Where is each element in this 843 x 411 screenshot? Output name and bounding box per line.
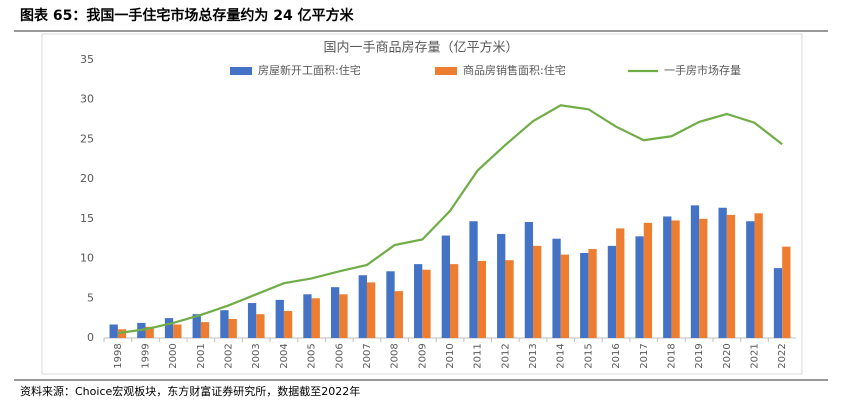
x-tick-label: 2000: [168, 343, 179, 368]
y-tick-label: 5: [87, 291, 94, 304]
bar: [414, 264, 423, 338]
bar: [358, 275, 367, 338]
bar: [773, 268, 783, 338]
bar: [746, 221, 755, 338]
bar: [394, 291, 403, 338]
bar: [524, 222, 534, 338]
y-tick-label: 25: [80, 132, 94, 145]
bar: [311, 298, 320, 338]
chart-title: 国内一手商品房存量（亿平方米）: [323, 40, 518, 56]
chart-frame: [41, 33, 803, 375]
bar: [580, 253, 589, 338]
bar: [247, 303, 257, 338]
bar: [497, 233, 506, 338]
bar: [782, 246, 791, 338]
x-tick-label: 2011: [473, 343, 484, 368]
bar: [552, 238, 561, 338]
bar: [635, 236, 644, 338]
y-tick-label: 30: [80, 93, 94, 106]
bar: [616, 228, 625, 338]
bar: [450, 264, 459, 338]
bar: [560, 254, 570, 338]
x-tick-label: 1999: [141, 343, 152, 368]
bar: [173, 324, 182, 338]
x-tick-label: 2009: [417, 343, 428, 368]
bar: [422, 269, 431, 338]
x-tick-label: 2022: [777, 343, 788, 368]
y-tick-label: 15: [80, 212, 94, 225]
x-tick-label: 2010: [445, 343, 456, 368]
bar: [164, 318, 174, 338]
bar: [671, 220, 680, 338]
bar: [200, 322, 210, 338]
y-tick-label: 0: [87, 331, 94, 344]
x-tick-label: 2019: [694, 343, 705, 368]
bar: [726, 214, 736, 338]
bar: [699, 218, 708, 338]
x-tick-label: 2017: [639, 343, 650, 368]
bar: [469, 221, 478, 338]
bar: [303, 294, 312, 338]
y-tick-label: 20: [80, 172, 94, 185]
bar: [192, 314, 201, 338]
x-tick-label: 2004: [279, 343, 290, 368]
bar: [228, 318, 237, 338]
bar: [643, 222, 653, 338]
bar: [718, 207, 727, 338]
bar: [690, 205, 700, 338]
legend-label: 商品房销售面积:住宅: [463, 63, 566, 77]
x-tick-label: 2021: [749, 343, 760, 368]
x-tick-label: 2015: [583, 343, 594, 368]
bar: [477, 260, 486, 338]
legend-label: 一手房市场存量: [664, 63, 741, 77]
bar: [220, 310, 229, 338]
bar: [256, 314, 265, 338]
source: 资料来源：Choice宏观板块，东方财富证券研究所，数据截至2022年: [20, 384, 360, 398]
x-tick-label: 1998: [113, 343, 124, 368]
bar: [754, 213, 763, 338]
x-tick-label: 2018: [666, 343, 677, 368]
bar: [505, 260, 514, 338]
bar: [607, 245, 617, 338]
bar: [533, 245, 542, 338]
bar: [588, 249, 597, 338]
bar: [366, 282, 376, 338]
y-tick-label: 35: [80, 53, 94, 66]
bar: [386, 271, 395, 338]
line: [117, 104, 783, 335]
x-tick-label: 2016: [611, 343, 622, 368]
bar: [275, 299, 284, 338]
x-tick-label: 2002: [224, 343, 235, 368]
bar: [330, 287, 340, 338]
x-tick-label: 2007: [362, 343, 373, 368]
bar: [441, 235, 450, 338]
x-tick-label: 2012: [500, 343, 511, 368]
y-tick-label: 10: [80, 252, 94, 265]
x-tick-label: 2013: [528, 343, 539, 368]
x-tick-label: 2003: [251, 343, 262, 368]
bar: [145, 326, 154, 338]
bar: [109, 324, 118, 338]
legend-swatch: [435, 67, 457, 75]
legend-label: 房屋新开工面积:住宅: [258, 63, 361, 77]
x-tick-label: 2020: [722, 343, 733, 368]
figure-title: 图表 65：我国一手住宅市场总存量约为 24 亿平方米: [20, 7, 355, 24]
x-tick-label: 2005: [307, 343, 318, 368]
legend-swatch: [230, 67, 252, 75]
bar: [339, 294, 348, 338]
x-tick-label: 2001: [196, 343, 207, 368]
bar: [663, 216, 672, 338]
bar: [283, 310, 293, 338]
x-tick-label: 2008: [390, 343, 401, 368]
x-tick-label: 2014: [556, 343, 567, 368]
x-tick-label: 2006: [334, 343, 345, 368]
